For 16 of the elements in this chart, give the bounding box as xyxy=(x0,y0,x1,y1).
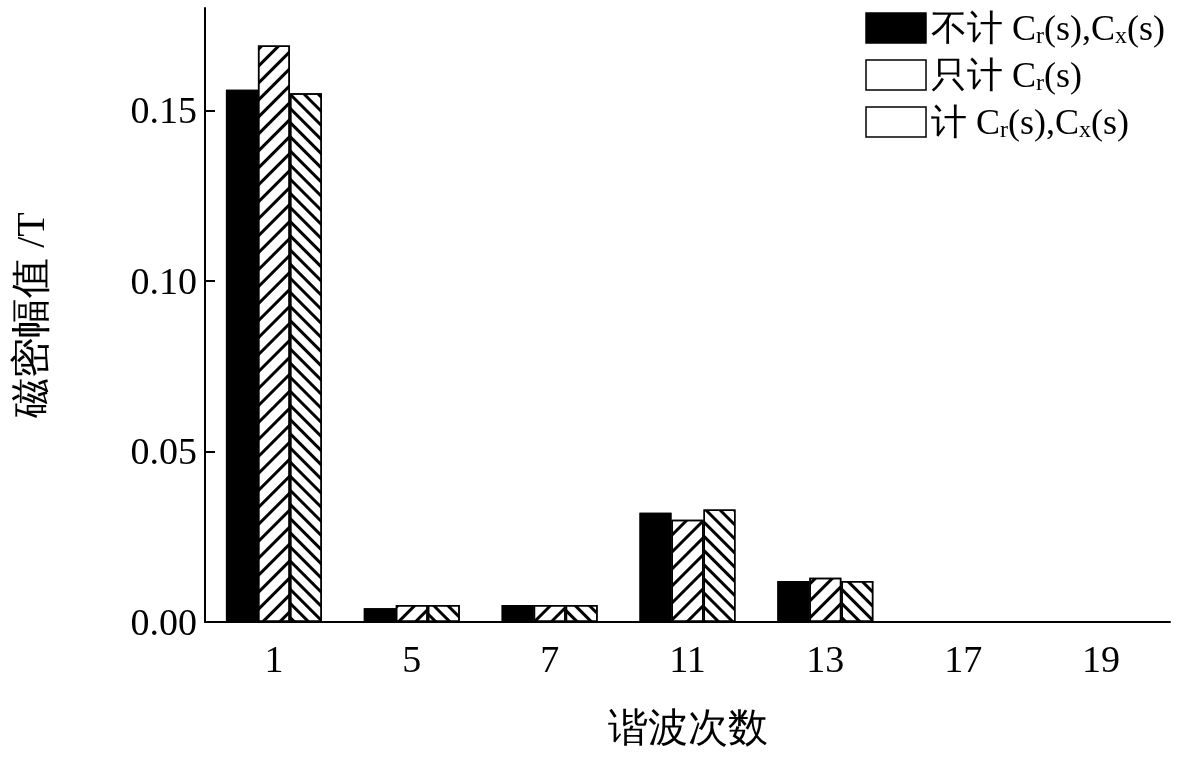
y-tick-label: 0.05 xyxy=(130,430,197,473)
x-tick-label: 5 xyxy=(402,638,422,680)
x-tick-label: 19 xyxy=(1082,638,1121,680)
y-tick-label: 0.10 xyxy=(130,259,197,302)
x-axis-title: 谐波次数 xyxy=(607,704,768,750)
x-tick-label: 11 xyxy=(669,638,706,680)
y-tick-label: 0.00 xyxy=(130,601,197,643)
x-tick-label: 13 xyxy=(806,638,845,680)
legend-label: 计 Cr(s),Cx(s) xyxy=(931,102,1130,142)
x-tick-label: 7 xyxy=(540,638,560,680)
legend-label: 不计 Cr(s),Cx(s) xyxy=(931,8,1166,48)
legend-label: 只计 Cr(s) xyxy=(931,55,1083,95)
x-tick-label: 17 xyxy=(944,638,983,680)
x-tick-label: 1 xyxy=(264,638,284,680)
y-tick-label: 0.15 xyxy=(130,89,197,132)
y-axis-title: 磁密幅值 /T xyxy=(7,212,53,419)
